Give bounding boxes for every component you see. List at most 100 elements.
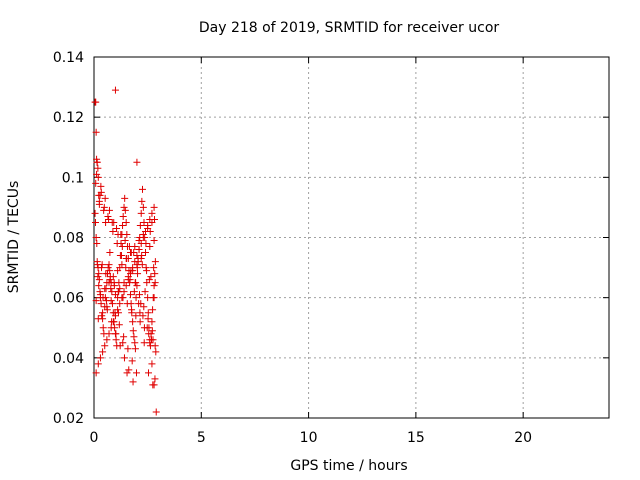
data-point: [135, 246, 143, 254]
data-point: [120, 203, 128, 211]
data-point: [150, 237, 158, 245]
data-point: [132, 312, 140, 320]
data-point: [136, 309, 144, 317]
data-point: [140, 218, 148, 226]
data-point: [145, 330, 153, 338]
x-tick-label: 15: [407, 430, 425, 446]
data-point: [113, 240, 121, 248]
data-point: [105, 330, 113, 338]
data-point: [126, 276, 134, 284]
data-point: [119, 339, 127, 347]
y-tick-label: 0.08: [53, 231, 84, 247]
data-point: [107, 324, 115, 332]
data-point: [92, 218, 100, 226]
data-point: [103, 336, 111, 344]
data-point: [115, 288, 123, 296]
data-point: [121, 206, 129, 214]
data-point: [133, 264, 141, 272]
data-point: [99, 309, 107, 317]
data-point: [150, 381, 158, 389]
data-point: [134, 255, 142, 263]
data-point: [123, 255, 131, 263]
data-point: [129, 327, 137, 335]
data-point: [110, 218, 118, 226]
data-point: [118, 243, 126, 251]
data-point: [95, 200, 103, 208]
data-point: [92, 234, 100, 241]
data-point: [148, 327, 156, 335]
y-axis-label: SRMTID / TECUs: [6, 181, 22, 294]
data-point: [125, 243, 133, 251]
data-point: [128, 357, 136, 365]
data-point: [137, 209, 145, 217]
data-point: [105, 261, 113, 269]
data-point: [151, 270, 159, 278]
data-point: [136, 221, 144, 229]
data-point: [98, 261, 106, 269]
data-point: [98, 312, 106, 320]
data-point: [99, 348, 107, 356]
data-point: [108, 288, 116, 296]
data-point: [147, 273, 155, 281]
data-point: [135, 300, 143, 308]
data-point: [130, 288, 138, 296]
data-point: [116, 285, 124, 293]
data-point: [99, 324, 107, 332]
data-point: [150, 203, 158, 211]
data-point: [94, 360, 102, 368]
data-point: [145, 369, 153, 377]
data-point: [132, 294, 140, 302]
data-point: [139, 230, 147, 238]
data-point: [135, 291, 143, 299]
data-point: [148, 318, 156, 326]
data-point: [119, 294, 127, 302]
data-point: [115, 321, 123, 329]
data-point: [123, 300, 131, 308]
y-tick-label: 0.12: [53, 110, 84, 126]
data-point: [101, 194, 109, 202]
data-point: [146, 339, 154, 347]
data-point: [93, 170, 101, 178]
data-point: [129, 318, 137, 326]
data-point: [118, 261, 126, 269]
data-point: [139, 203, 147, 211]
data-point: [96, 191, 104, 199]
data-point: [95, 276, 103, 284]
data-point: [105, 215, 113, 223]
data-point: [112, 330, 120, 338]
data-point: [114, 309, 122, 317]
data-point: [141, 288, 149, 296]
data-point: [111, 291, 119, 299]
data-point: [132, 279, 140, 287]
data-point: [106, 276, 114, 284]
data-point: [151, 215, 159, 223]
data-point: [120, 354, 128, 362]
data-point: [138, 252, 146, 260]
data-point: [152, 348, 160, 356]
data-point: [95, 282, 103, 290]
data-point: [97, 300, 105, 308]
data-point: [102, 218, 110, 226]
x-tick-label: 10: [300, 430, 318, 446]
data-point: [91, 209, 99, 217]
y-tick-label: 0.1: [62, 170, 84, 186]
data-point: [92, 369, 100, 377]
data-point: [120, 279, 128, 287]
data-point: [139, 312, 147, 320]
data-point: [127, 267, 135, 275]
data-point: [138, 261, 146, 269]
data-point: [93, 240, 101, 248]
data-point: [131, 339, 139, 347]
data-point: [151, 342, 159, 350]
data-point: [140, 303, 148, 311]
data-point: [144, 315, 152, 323]
data-point: [132, 369, 140, 377]
data-point: [114, 267, 122, 275]
x-tick-label: 5: [197, 430, 206, 446]
x-axis-label: GPS time / hours: [290, 458, 407, 474]
data-point: [125, 366, 133, 374]
data-point: [123, 230, 131, 238]
y-tick-label: 0.14: [53, 50, 84, 66]
data-point: [119, 212, 127, 220]
